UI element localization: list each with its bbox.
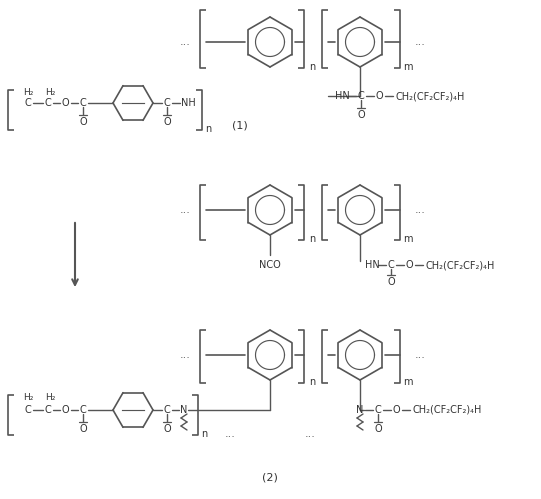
Text: ...: ...	[180, 37, 190, 47]
Text: C: C	[358, 91, 365, 101]
Text: N: N	[180, 405, 188, 415]
Text: (2): (2)	[262, 473, 278, 483]
Text: O: O	[387, 277, 395, 287]
Text: O: O	[375, 91, 383, 101]
Text: ...: ...	[180, 205, 190, 215]
Text: O: O	[163, 117, 171, 127]
Text: n: n	[201, 429, 207, 439]
Text: ...: ...	[414, 350, 425, 360]
Text: C: C	[374, 405, 381, 415]
Text: H₂: H₂	[45, 394, 55, 403]
Text: NCO: NCO	[259, 260, 281, 270]
Text: C: C	[80, 98, 87, 108]
Text: O: O	[61, 405, 69, 415]
Text: C: C	[44, 98, 51, 108]
Text: m: m	[403, 377, 413, 387]
Text: C: C	[25, 98, 31, 108]
Text: C: C	[80, 405, 87, 415]
Text: C: C	[387, 260, 394, 270]
Text: N: N	[357, 405, 364, 415]
Text: C: C	[163, 98, 170, 108]
Text: (1): (1)	[232, 120, 248, 130]
Text: C: C	[25, 405, 31, 415]
Text: ...: ...	[414, 37, 425, 47]
Text: H₂: H₂	[23, 394, 33, 403]
Text: n: n	[309, 62, 315, 72]
Text: m: m	[403, 234, 413, 244]
Text: n: n	[309, 234, 315, 244]
Text: O: O	[374, 424, 382, 434]
Text: O: O	[79, 117, 87, 127]
Text: m: m	[403, 62, 413, 72]
Text: ...: ...	[225, 429, 235, 439]
Text: H₂: H₂	[23, 87, 33, 96]
Text: n: n	[205, 124, 211, 134]
Text: O: O	[357, 110, 365, 120]
Text: HN: HN	[335, 91, 349, 101]
Text: n: n	[309, 377, 315, 387]
Text: CH₂(CF₂CF₂)₄H: CH₂(CF₂CF₂)₄H	[412, 405, 481, 415]
Text: C: C	[44, 405, 51, 415]
Text: HN: HN	[365, 260, 380, 270]
Text: ...: ...	[305, 429, 315, 439]
Text: H₂: H₂	[45, 87, 55, 96]
Text: O: O	[405, 260, 413, 270]
Text: O: O	[79, 424, 87, 434]
Text: O: O	[61, 98, 69, 108]
Text: C: C	[163, 405, 170, 415]
Text: CH₂(CF₂CF₂)₄H: CH₂(CF₂CF₂)₄H	[395, 91, 465, 101]
Text: O: O	[392, 405, 400, 415]
Text: ...: ...	[414, 205, 425, 215]
Text: ...: ...	[180, 350, 190, 360]
Text: CH₂(CF₂CF₂)₄H: CH₂(CF₂CF₂)₄H	[425, 260, 494, 270]
Text: NH: NH	[181, 98, 195, 108]
Text: O: O	[163, 424, 171, 434]
